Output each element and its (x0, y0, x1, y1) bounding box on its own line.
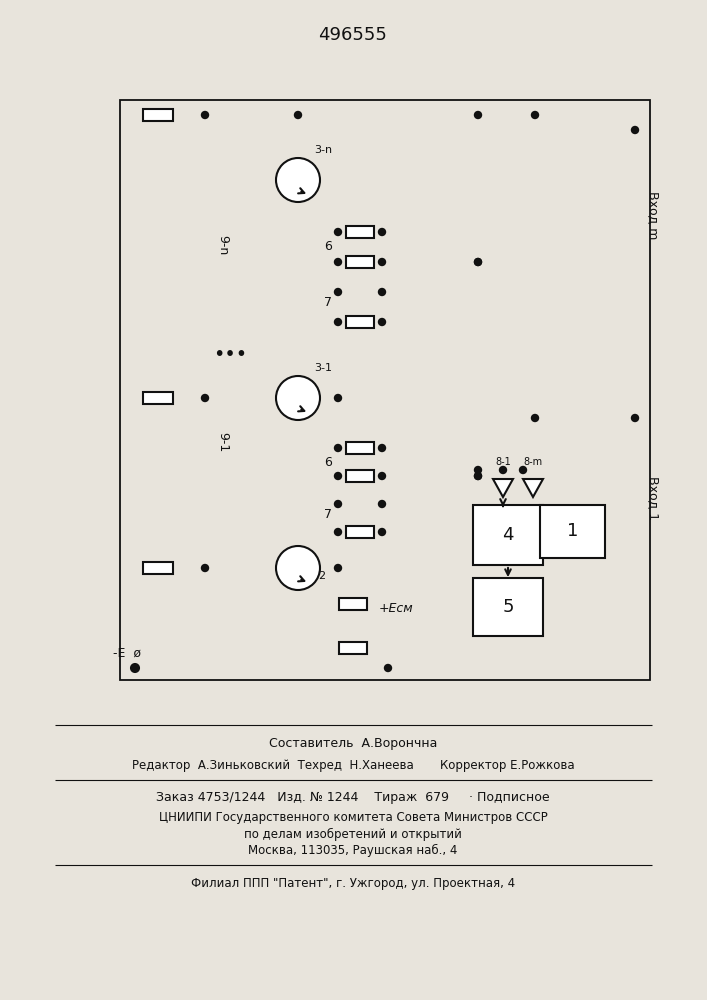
Bar (143, 562, 173, 574)
Circle shape (474, 473, 481, 480)
Circle shape (334, 473, 341, 480)
Polygon shape (523, 479, 543, 497)
Circle shape (201, 564, 209, 572)
Circle shape (276, 158, 320, 202)
Circle shape (334, 258, 341, 265)
Circle shape (474, 258, 481, 265)
Text: Составитель  А.Ворончна: Составитель А.Ворончна (269, 736, 437, 750)
Circle shape (385, 664, 392, 672)
Bar (339, 598, 367, 610)
Text: 8-1: 8-1 (495, 457, 511, 467)
Bar (339, 642, 367, 654)
Bar (346, 226, 374, 238)
Text: Вход m: Вход m (646, 191, 660, 239)
Text: 3-n: 3-n (314, 145, 332, 155)
Text: 6: 6 (324, 456, 332, 468)
Text: Заказ 4753/1244   Изд. № 1244    Тираж  679     · Подписное: Заказ 4753/1244 Изд. № 1244 Тираж 679 · … (156, 790, 550, 804)
Bar (143, 109, 173, 121)
Circle shape (132, 664, 139, 672)
Text: 2: 2 (318, 571, 325, 581)
Circle shape (276, 376, 320, 420)
Circle shape (201, 394, 209, 401)
Circle shape (532, 111, 539, 118)
Circle shape (334, 394, 341, 401)
Circle shape (295, 111, 301, 118)
Circle shape (334, 318, 341, 326)
Text: по делам изобретений и открытий: по делам изобретений и открытий (244, 827, 462, 841)
Bar (473, 505, 543, 565)
Text: 6: 6 (324, 240, 332, 253)
Circle shape (334, 229, 341, 235)
Bar (473, 578, 543, 636)
Circle shape (378, 258, 385, 265)
Circle shape (334, 564, 341, 572)
Bar (540, 505, 605, 558)
Text: -E  ø: -E ø (113, 647, 141, 660)
Bar (346, 442, 374, 454)
Text: ЦНИИПИ Государственного комитета Совета Министров СССР: ЦНИИПИ Государственного комитета Совета … (158, 810, 547, 824)
Circle shape (276, 546, 320, 590)
Circle shape (378, 500, 385, 508)
Text: Москва, 113035, Раушская наб., 4: Москва, 113035, Раушская наб., 4 (248, 843, 457, 857)
Circle shape (201, 111, 209, 118)
Circle shape (334, 288, 341, 296)
Circle shape (532, 414, 539, 422)
Text: +Есм: +Есм (379, 602, 414, 615)
Bar (120, 100, 650, 680)
Circle shape (378, 318, 385, 326)
Bar (346, 470, 374, 482)
Text: 496555: 496555 (319, 26, 387, 44)
Circle shape (378, 229, 385, 235)
Circle shape (520, 466, 527, 474)
Text: Редактор  А.Зиньковский  Техред  Н.Ханеева       Корректор Е.Рожкова: Редактор А.Зиньковский Техред Н.Ханеева … (132, 758, 574, 772)
Circle shape (378, 473, 385, 480)
Text: 7: 7 (324, 508, 332, 520)
Text: Вход 1: Вход 1 (646, 476, 660, 520)
Circle shape (474, 466, 481, 474)
Text: Филиал ППП "Патент", г. Ужгород, ул. Проектная, 4: Филиал ППП "Патент", г. Ужгород, ул. Про… (191, 876, 515, 890)
Circle shape (378, 288, 385, 296)
Circle shape (334, 528, 341, 536)
Circle shape (474, 111, 481, 118)
Polygon shape (493, 479, 513, 497)
Text: 5: 5 (502, 598, 514, 616)
Circle shape (378, 528, 385, 536)
Circle shape (474, 258, 481, 265)
Bar (346, 526, 374, 538)
Circle shape (334, 500, 341, 508)
Circle shape (131, 664, 139, 672)
Text: 4: 4 (502, 526, 514, 544)
Circle shape (334, 444, 341, 452)
Circle shape (631, 126, 638, 133)
Text: 9-1: 9-1 (216, 432, 230, 452)
Circle shape (378, 444, 385, 452)
Text: 7: 7 (324, 296, 332, 308)
Circle shape (500, 466, 506, 474)
Circle shape (631, 414, 638, 422)
Text: •••: ••• (213, 346, 247, 364)
Text: 3-1: 3-1 (314, 363, 332, 373)
Bar (143, 392, 173, 404)
Bar (346, 316, 374, 328)
Text: 1: 1 (567, 522, 578, 540)
Bar (346, 256, 374, 268)
Circle shape (474, 473, 481, 480)
Text: 8-m: 8-m (523, 457, 542, 467)
Text: 9-n: 9-n (216, 235, 230, 255)
